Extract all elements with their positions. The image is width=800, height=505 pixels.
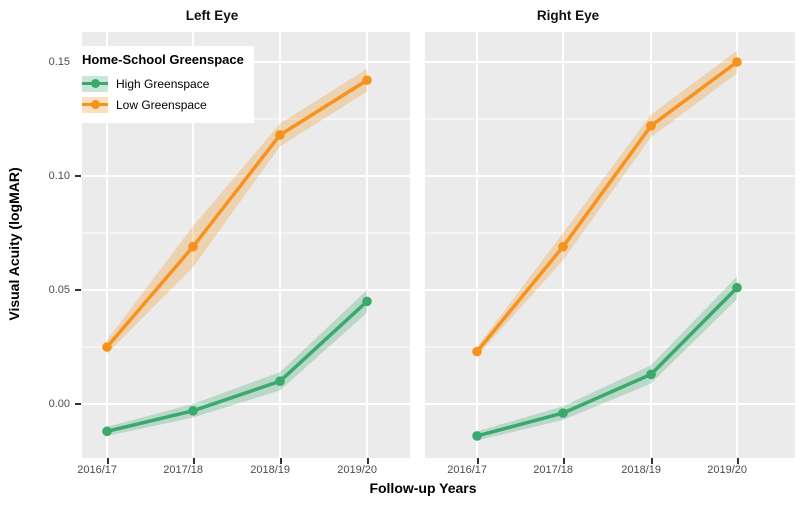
confidence-ribbon xyxy=(107,68,367,354)
x-tick-mark xyxy=(280,458,282,464)
facet-strip-right-eye: Right Eye xyxy=(536,8,600,23)
data-point xyxy=(472,346,482,357)
data-point xyxy=(558,408,568,418)
x-tick-label: 2019/20 xyxy=(707,464,747,476)
x-tick-label: 2018/19 xyxy=(621,464,661,476)
y-tick-mark xyxy=(75,403,81,405)
data-point xyxy=(732,282,742,293)
x-tick-mark xyxy=(477,458,479,464)
x-tick-label: 2016/17 xyxy=(77,464,117,476)
low-greenspace-key-icon xyxy=(82,96,108,113)
data-point xyxy=(472,431,482,441)
y-tick-mark xyxy=(75,175,81,177)
confidence-ribbon xyxy=(477,50,737,357)
series-line xyxy=(105,299,369,434)
plot-panel-right-eye xyxy=(425,32,795,458)
high-greenspace-key-icon xyxy=(82,75,108,92)
data-point xyxy=(275,130,285,140)
data-point xyxy=(188,241,198,252)
data-point xyxy=(275,376,285,387)
x-tick-label: 2017/18 xyxy=(163,464,203,476)
legend: Home-School Greenspace High Greenspace L… xyxy=(72,46,254,123)
data-point xyxy=(558,241,568,252)
x-tick-mark xyxy=(737,458,739,464)
y-axis-title: Visual Acuity (logMAR) xyxy=(6,167,22,321)
x-tick-mark xyxy=(651,458,653,464)
x-tick-label: 2017/18 xyxy=(533,464,573,476)
x-axis-title: Follow-up Years xyxy=(369,480,477,496)
data-point xyxy=(362,75,372,86)
facet-strip-left-eye: Left Eye xyxy=(185,8,239,23)
confidence-ribbon xyxy=(107,290,367,436)
legend-item-label: Low Greenspace xyxy=(116,97,207,112)
legend-item-high-greenspace: High Greenspace xyxy=(82,73,244,94)
y-tick-label: 0.15 xyxy=(48,56,70,68)
y-tick-label: 0.05 xyxy=(48,284,70,296)
x-tick-mark xyxy=(563,458,565,464)
x-tick-mark xyxy=(367,458,369,464)
x-tick-label: 2018/19 xyxy=(250,464,290,476)
data-point xyxy=(362,296,372,307)
legend-title: Home-School Greenspace xyxy=(82,52,244,67)
panel-svg-1 xyxy=(425,32,795,458)
series-line xyxy=(475,285,739,438)
legend-item-label: High Greenspace xyxy=(116,76,210,91)
data-point xyxy=(188,406,198,416)
data-point xyxy=(102,342,112,352)
y-tick-label: 0.00 xyxy=(48,398,70,410)
data-point xyxy=(102,426,112,437)
data-point xyxy=(732,57,742,67)
legend-item-low-greenspace: Low Greenspace xyxy=(82,94,244,115)
y-tick-label: 0.10 xyxy=(48,170,70,182)
x-tick-label: 2019/20 xyxy=(337,464,377,476)
data-point xyxy=(646,369,656,380)
y-tick-mark xyxy=(75,289,81,291)
series-line xyxy=(475,60,739,354)
x-tick-mark xyxy=(107,458,109,464)
series-line xyxy=(105,78,369,349)
x-tick-mark xyxy=(193,458,195,464)
confidence-ribbon xyxy=(477,276,737,441)
x-tick-label: 2016/17 xyxy=(447,464,487,476)
data-point xyxy=(646,121,656,131)
